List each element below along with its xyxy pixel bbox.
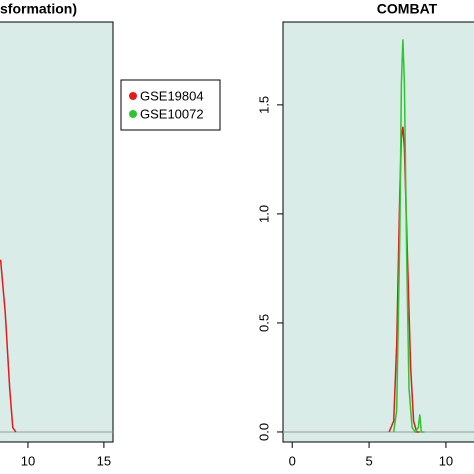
y-tick-label: 1.5 [256, 96, 271, 114]
y-tick-label: 1.0 [256, 205, 271, 223]
density-line [392, 39, 425, 434]
legend-box [120, 79, 221, 131]
legend: GSE19804 GSE10072 [120, 79, 221, 131]
x-tick-label: 10 [439, 453, 453, 468]
plot-area [282, 21, 474, 443]
plot-clip [283, 39, 474, 434]
y-tick-label: 0.0 [256, 423, 271, 441]
plot-clip [0, 259, 113, 433]
x-tick-label: 10 [21, 453, 35, 468]
x-tick-label: 0 [289, 453, 296, 468]
legend-label: GSE10072 [140, 106, 204, 121]
chart-title: COMBAT [377, 1, 438, 17]
x-tick-label: 5 [365, 453, 372, 468]
legend-swatch [129, 92, 137, 100]
legend-swatch [129, 110, 137, 118]
density-line [0, 259, 17, 433]
x-tick-label: 15 [97, 453, 111, 468]
plot-area [0, 21, 114, 443]
chart-title: sformation) [0, 1, 77, 17]
legend-label: GSE19804 [140, 88, 204, 103]
density-line [388, 126, 420, 433]
y-tick-label: 0.5 [256, 314, 271, 332]
